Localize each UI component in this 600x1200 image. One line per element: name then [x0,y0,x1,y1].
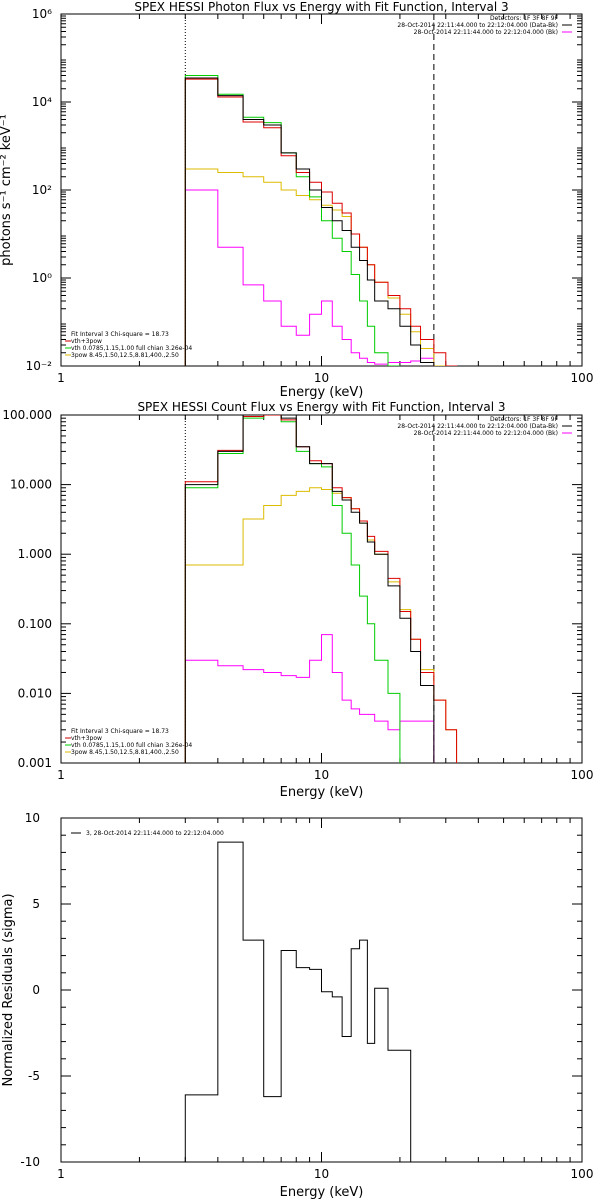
series-1-histogram [184,415,458,763]
x-tick-label: 1 [57,768,65,782]
fit-legend-line-2: vth 0.0785,1.15,1.00 full chian 3.26e-04 [71,742,192,749]
chart-title: SPEX HESSI Photon Flux vs Energy with Fi… [134,0,508,14]
y-tick-label: 1.000 [18,547,52,561]
y-tick-label: -10 [20,1155,40,1169]
y-tick-label: 0.010 [18,686,52,700]
fit-legend-line-1: vth+3pow [71,338,102,345]
y-tick-label: 10 [25,811,40,825]
y-tick-label: 100.000 [2,408,52,422]
y-tick-label: 5 [32,897,40,911]
series-0-histogram [184,841,435,1162]
y-tick-label: 0.001 [18,756,52,770]
series-2-histogram [184,75,401,366]
series-2-histogram [184,415,401,763]
x-tick-label: 10 [314,1167,329,1181]
fit-legend-line-0: Fit Interval 3 Chi-square = 18.73 [71,331,169,338]
residuals-panel: 1 10 100 -10 -5 0 5 10 Energy (keV) Normalized Re… [1,811,593,1200]
y-tick-label: 10⁴ [32,95,52,109]
y-tick-label: 10.000 [10,478,52,492]
x-tick-label: 10 [314,768,329,782]
y-axis-label: photons s⁻¹ cm⁻² keV⁻¹ [0,114,14,266]
info-line-0: Detectors: 1F 3F 8F 9F [490,15,559,22]
x-axis-label: Energy (keV) [280,1185,364,1200]
x-tick-label: 1 [57,1167,65,1181]
series-0-histogram [184,77,435,366]
y-tick-label: 0.100 [18,617,52,631]
info-line-1: 28-Oct-2014 22:11:44.000 to 22:12:04.000… [397,22,558,29]
info-line-1: 28-Oct-2014 22:11:44.000 to 22:12:04.000… [397,423,558,430]
fit-legend-line-3: 3pow 8.45,1.50,12.5,8.81,400.,2.50 [71,352,179,359]
y-tick-label: 10² [32,183,52,197]
fit-legend-line-2: vth 0.0785,1.15,1.00 full chian 3.26e-04 [71,345,192,352]
x-tick-label: 1 [57,371,65,385]
series-4-histogram [184,189,435,366]
x-tick-label: 100 [571,371,594,385]
series-1-histogram [184,78,458,366]
y-tick-label: 10⁶ [32,7,52,21]
x-tick-label: 100 [571,768,594,782]
y-tick-label: 10⁻² [26,359,53,373]
x-tick-label: 10 [314,371,329,385]
fit-legend-line-0: Fit Interval 3 Chi-square = 18.73 [71,728,169,735]
chart-title: SPEX HESSI Count Flux vs Energy with Fit… [137,400,505,414]
series-0-histogram [184,415,435,763]
y-tick-label: -5 [28,1069,40,1083]
x-axis-label: Energy (keV) [280,385,364,400]
count-flux-panel: SPEX HESSI Count Flux vs Energy with Fit… [2,400,594,800]
fit-legend-line-3: 3pow 8.45,1.50,12.5,8.81,400.,2.50 [71,749,179,756]
series-4-histogram [184,634,435,763]
residual-legend-label: 3, 28-Oct-2014 22:11:44.000 to 22:12:04.… [86,830,224,837]
info-line-2: 28-Oct-2014 22:11:44.000 to 22:12:04.000… [414,29,558,36]
fit-legend-line-1: vth+3pow [71,735,102,742]
x-tick-label: 100 [571,1167,594,1181]
x-axis-label: Energy (keV) [280,785,364,800]
y-axis-label: Normalized Residuals (sigma) [1,893,16,1086]
y-tick-label: 0 [32,983,40,997]
series-3-histogram [184,487,458,763]
y-tick-label: 10⁰ [32,271,52,285]
info-line-0: Detectors: 1F 3F 8F 9F [490,416,559,423]
info-line-2: 28-Oct-2014 22:11:44.000 to 22:12:04.000… [414,430,558,437]
photon-flux-panel: SPEX HESSI Photon Flux vs Energy with Fi… [0,0,594,400]
